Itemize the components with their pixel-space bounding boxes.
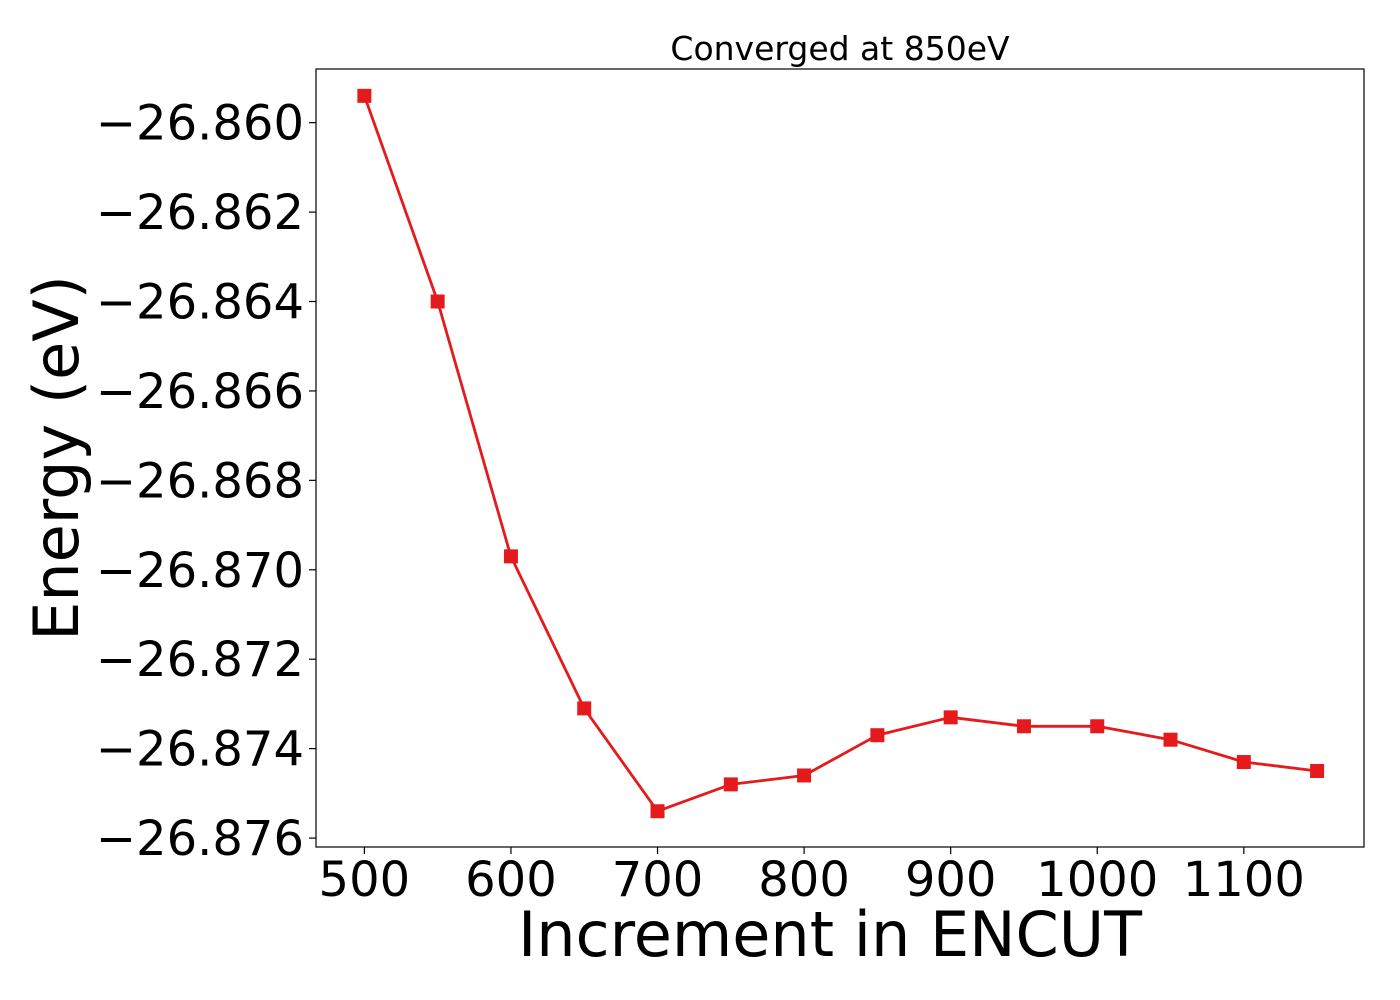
data-point-marker xyxy=(1310,763,1325,778)
y-tick-label: −26.862 xyxy=(96,185,304,241)
x-axis-label: Increment in ENCUT xyxy=(518,898,1143,971)
y-axis: −26.860 −26.862 −26.864 −26.866 −26.868 −26.8… xyxy=(96,96,316,867)
data-point-marker xyxy=(797,768,812,783)
x-axis: 500 600 700 800 900 1000 1100 xyxy=(319,847,1305,908)
data-point-marker xyxy=(943,710,958,725)
data-point-marker xyxy=(503,549,518,564)
series-line xyxy=(363,95,1318,813)
x-tick-label: 1100 xyxy=(1183,852,1305,908)
data-point-marker xyxy=(650,804,665,819)
data-point-marker xyxy=(577,701,592,716)
x-tick-label: 500 xyxy=(319,852,411,908)
x-tick-label: 800 xyxy=(758,852,850,908)
data-point-marker xyxy=(1090,719,1105,734)
x-tick-label: 1000 xyxy=(1036,852,1158,908)
data-point-marker xyxy=(1016,719,1031,734)
y-tick-label: −26.866 xyxy=(96,364,304,420)
y-tick-label: −26.864 xyxy=(96,275,304,331)
data-point-marker xyxy=(357,88,372,103)
data-point-marker xyxy=(723,777,738,792)
y-tick-label: −26.874 xyxy=(96,722,304,778)
y-tick-label: −26.872 xyxy=(96,632,304,688)
data-point-marker xyxy=(430,294,445,309)
data-point-marker xyxy=(870,728,885,743)
data-point-marker xyxy=(1163,732,1178,747)
data-point-marker xyxy=(1236,755,1251,770)
y-axis-label: Energy (eV) xyxy=(20,275,93,641)
chart-title: Converged at 850eV xyxy=(670,29,1010,68)
series-layer xyxy=(357,88,1325,819)
y-tick-label: −26.876 xyxy=(96,811,304,867)
y-tick-label: −26.870 xyxy=(96,543,304,599)
y-tick-label: −26.860 xyxy=(96,96,304,152)
x-tick-label: 900 xyxy=(905,852,997,908)
plot-area xyxy=(315,68,1365,848)
y-tick-label: −26.868 xyxy=(96,453,304,509)
x-tick-label: 600 xyxy=(465,852,557,908)
x-tick-label: 700 xyxy=(612,852,704,908)
